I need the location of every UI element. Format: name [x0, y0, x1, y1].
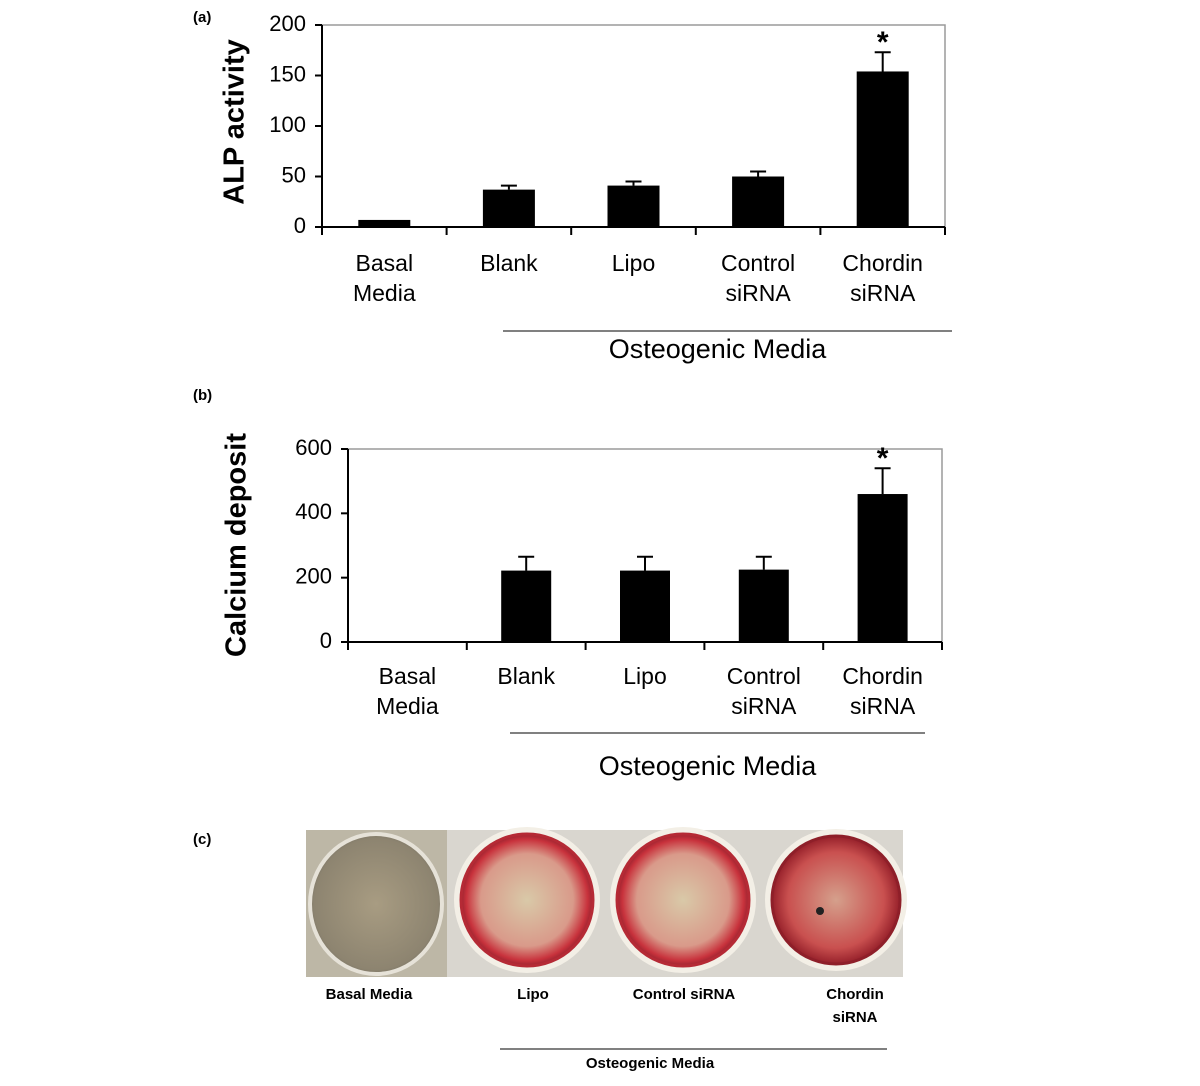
error-bar — [625, 180, 642, 186]
annotation: * — [877, 442, 889, 475]
bar — [856, 71, 909, 228]
panel-label: (b) — [193, 387, 212, 404]
y-tick-label: 100 — [269, 112, 306, 137]
bar — [607, 185, 660, 227]
well-label: Basal Media — [326, 986, 413, 1003]
x-tick-label: Basal Media — [376, 663, 439, 719]
y-tick-label: 150 — [269, 61, 306, 86]
bar — [501, 570, 552, 642]
bar — [358, 219, 411, 227]
well-label: Lipo — [517, 986, 549, 1003]
group-label: Osteogenic Media — [609, 334, 828, 364]
y-tick-label: 400 — [295, 499, 332, 524]
x-tick-label: Control siRNA — [727, 663, 801, 719]
error-bar — [755, 555, 772, 570]
y-tick-label: 600 — [295, 435, 332, 460]
y-tick-label: 0 — [294, 213, 306, 238]
group-label: Osteogenic Media — [586, 1055, 715, 1072]
y-axis-title: ALP activity — [219, 39, 251, 204]
plot-frame — [348, 448, 943, 642]
annotation: * — [877, 26, 889, 59]
x-tick-label: Blank — [497, 663, 555, 689]
bar — [482, 189, 535, 227]
error-bar — [874, 51, 891, 72]
error-bar — [874, 467, 891, 495]
x-tick-label: Control siRNA — [721, 250, 795, 306]
y-tick-label: 200 — [269, 11, 306, 36]
error-bar — [637, 555, 653, 571]
error-bar — [518, 555, 535, 571]
x-tick-label: Chordin siRNA — [842, 250, 923, 306]
well-photo — [306, 827, 907, 977]
x-tick-label: Lipo — [623, 663, 666, 689]
well-label: Chordin siRNA — [826, 986, 884, 1026]
x-tick-label: Basal Media — [353, 250, 416, 306]
bar — [738, 569, 789, 642]
bar — [732, 176, 785, 227]
y-tick-label: 0 — [320, 628, 332, 653]
y-tick-label: 200 — [295, 563, 332, 588]
group-label: Osteogenic Media — [599, 751, 818, 781]
y-tick-label: 50 — [282, 162, 306, 187]
plot-frame — [322, 24, 946, 227]
well-label: Control siRNA — [633, 986, 736, 1003]
x-tick-label: Blank — [480, 250, 538, 276]
error-bar — [750, 170, 767, 177]
error-bar — [500, 184, 517, 190]
y-axis-title: Calcium deposit — [221, 433, 253, 657]
x-tick-label: Chordin siRNA — [842, 663, 923, 719]
panel-label: (c) — [193, 831, 211, 848]
panel-label: (a) — [193, 9, 211, 26]
bar — [620, 570, 670, 642]
bar — [857, 494, 908, 642]
x-tick-label: Lipo — [612, 250, 655, 276]
